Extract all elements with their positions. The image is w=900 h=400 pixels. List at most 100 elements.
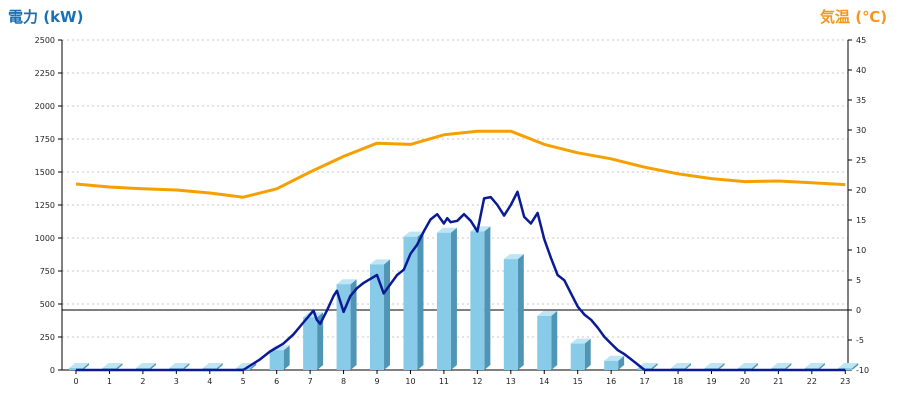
bar-side: [450, 227, 457, 370]
x-tick-label: 19: [706, 377, 716, 386]
bar: [403, 231, 424, 370]
x-tick-label: 9: [374, 377, 379, 386]
x-tick-label: 10: [405, 377, 415, 386]
bar-side: [283, 345, 290, 370]
x-tick-label: 0: [73, 377, 78, 386]
bar-front: [570, 343, 585, 370]
bar-top: [604, 355, 625, 361]
right-tick-label: -5: [856, 336, 864, 345]
bar-front: [604, 360, 619, 370]
left-tick-label: 750: [40, 267, 55, 276]
bar-top: [804, 363, 825, 369]
right-tick-label: 30: [856, 126, 866, 135]
bar-top: [570, 338, 591, 344]
bar-side: [618, 355, 625, 370]
bar-top: [737, 363, 758, 369]
left-tick-label: 1000: [35, 234, 55, 243]
right-tick-label: 20: [856, 186, 866, 195]
bar-front: [537, 315, 552, 370]
bar-top: [637, 363, 658, 369]
bar-side: [183, 363, 190, 370]
x-tick-label: 3: [174, 377, 179, 386]
x-tick-label: 1: [107, 377, 112, 386]
x-tick-label: 13: [506, 377, 516, 386]
bar-side: [517, 254, 524, 370]
bar: [470, 226, 491, 370]
bar-top: [503, 254, 524, 260]
bar-top: [102, 363, 123, 369]
right-axis-title: 気温 (℃): [820, 8, 887, 26]
bar-side: [317, 312, 324, 370]
bar-side: [83, 363, 89, 370]
bar-top: [169, 363, 190, 369]
x-tick-label: 8: [341, 377, 346, 386]
left-tick-label: 1250: [35, 201, 55, 210]
bar-side: [384, 259, 391, 370]
bar-top: [69, 363, 89, 369]
x-tick-label: 12: [472, 377, 482, 386]
bar-front: [403, 236, 418, 370]
bar-front: [370, 264, 385, 370]
x-tick-label: 23: [840, 377, 850, 386]
x-tick-label: 4: [207, 377, 212, 386]
temperature-line: [75, 129, 846, 199]
grid: [62, 39, 848, 338]
x-tick-label: 7: [308, 377, 313, 386]
left-axis-title: 電力 (kW): [8, 8, 83, 26]
left-tick-label: 2000: [35, 102, 55, 111]
bar-top: [671, 363, 692, 369]
right-tick-label: 45: [856, 36, 866, 45]
bar: [503, 254, 524, 370]
x-tick-label: 5: [241, 377, 246, 386]
bar-side: [149, 363, 156, 370]
bar-top: [838, 363, 859, 369]
bar-side: [818, 363, 825, 370]
bar-side: [551, 310, 558, 370]
right-tick-label: 0: [856, 306, 861, 315]
x-tick-label: 20: [740, 377, 750, 386]
right-tick-label: -10: [856, 366, 869, 375]
bar-series: [69, 226, 859, 370]
bar-top: [135, 363, 156, 369]
bar-side: [250, 363, 257, 370]
right-tick-label: 35: [856, 96, 866, 105]
x-tick-label: 16: [606, 377, 616, 386]
bar-side: [685, 363, 692, 370]
bar-side: [785, 363, 792, 370]
bar-top: [771, 363, 792, 369]
bar-top: [704, 363, 725, 369]
x-tick-label: 22: [807, 377, 817, 386]
bar-side: [216, 363, 223, 370]
bar-front: [436, 232, 451, 370]
bar-top: [370, 259, 391, 265]
x-tick-label: 17: [640, 377, 650, 386]
x-tick-label: 14: [539, 377, 549, 386]
bar: [436, 227, 457, 370]
bar-side: [116, 363, 123, 370]
bar-side: [651, 363, 658, 370]
bar-top: [537, 310, 558, 316]
left-tick-label: 1750: [35, 135, 55, 144]
bar-front: [269, 350, 284, 370]
x-tick-label: 2: [140, 377, 145, 386]
bar: [570, 338, 591, 370]
x-tick-label: 11: [439, 377, 449, 386]
bar: [604, 355, 625, 370]
bar-side: [417, 231, 424, 370]
bar-top: [202, 363, 223, 369]
right-tick-label: 40: [856, 66, 866, 75]
right-tick-label: 15: [856, 216, 866, 225]
left-tick-label: 2250: [35, 69, 55, 78]
left-tick-label: 0: [50, 366, 55, 375]
bar: [303, 312, 324, 370]
bar-top: [403, 231, 424, 237]
x-tick-label: 6: [274, 377, 279, 386]
power-line: [76, 190, 846, 372]
bar: [269, 345, 290, 370]
bar: [336, 279, 357, 370]
bar-front: [470, 231, 485, 370]
x-tick-label: 21: [773, 377, 783, 386]
left-tick-label: 1500: [35, 168, 55, 177]
left-tick-label: 250: [40, 333, 55, 342]
